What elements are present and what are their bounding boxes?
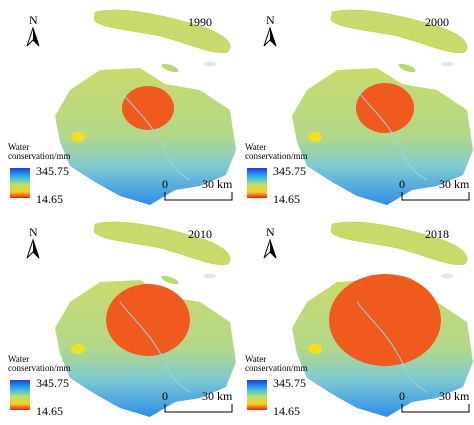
lake — [71, 344, 85, 354]
islet — [204, 61, 216, 67]
island — [93, 221, 231, 266]
urban-area — [356, 83, 414, 133]
north-label: N — [29, 13, 38, 27]
river — [356, 301, 428, 393]
scale-bar — [164, 404, 233, 413]
year-label: 2010 — [188, 227, 212, 241]
legend-max: 345.75 — [273, 164, 306, 178]
year-label: 2018 — [425, 227, 449, 241]
legend-max: 345.75 — [273, 376, 306, 390]
islet — [204, 273, 216, 279]
river — [119, 89, 191, 181]
islet — [161, 275, 179, 285]
mainland — [292, 68, 473, 205]
scale-bar — [401, 192, 470, 201]
scale-end: 30 km — [439, 177, 470, 191]
year-label: 1990 — [188, 15, 212, 29]
scale-start: 0 — [162, 389, 168, 403]
north-arrow-fill — [33, 28, 39, 46]
map-panel — [10, 221, 236, 417]
north-arrow-fill — [270, 28, 276, 46]
legend-min: 14.65 — [273, 404, 300, 418]
urban-area — [329, 274, 441, 366]
river — [119, 301, 191, 393]
scale-bar — [164, 192, 233, 201]
legend-max: 345.75 — [36, 164, 69, 178]
legend-colorbar — [247, 380, 267, 410]
north-arrow-fill — [270, 240, 276, 258]
scale-end: 30 km — [202, 177, 233, 191]
north-label: N — [266, 13, 275, 27]
scale-start: 0 — [162, 177, 168, 191]
scale-end: 30 km — [202, 389, 233, 403]
islet — [441, 273, 453, 279]
scale-start: 0 — [399, 177, 405, 191]
island — [330, 221, 468, 266]
north-label: N — [29, 225, 38, 239]
legend-colorbar — [10, 380, 30, 410]
legend-min: 14.65 — [36, 404, 63, 418]
legend-title: Water conservation/mm — [245, 142, 308, 162]
islet — [398, 63, 416, 73]
legend-max: 345.75 — [36, 376, 69, 390]
north-label: N — [266, 225, 275, 239]
legend-min: 14.65 — [36, 192, 63, 206]
legend-title: Water conservation/mm — [8, 142, 71, 162]
map-panel — [10, 9, 236, 205]
legend-colorbar — [10, 168, 30, 198]
scale-bar — [401, 404, 470, 413]
year-label: 2000 — [425, 15, 449, 29]
island — [330, 9, 468, 54]
scale-end: 30 km — [439, 389, 470, 403]
legend-min: 14.65 — [273, 192, 300, 206]
urban-area — [106, 284, 190, 356]
north-arrow-fill — [33, 240, 39, 258]
scale-start: 0 — [399, 389, 405, 403]
urban-area — [122, 86, 174, 130]
lake — [308, 132, 322, 142]
map-panel — [247, 9, 473, 205]
islet — [441, 61, 453, 67]
islet — [161, 63, 179, 73]
lake — [308, 344, 322, 354]
river — [356, 89, 428, 181]
legend-title: Water conservation/mm — [245, 354, 308, 374]
mainland — [55, 68, 236, 205]
map-panel — [247, 221, 473, 417]
legend-title: Water conservation/mm — [8, 354, 71, 374]
lake — [71, 132, 85, 142]
legend-colorbar — [247, 168, 267, 198]
island — [93, 9, 231, 54]
